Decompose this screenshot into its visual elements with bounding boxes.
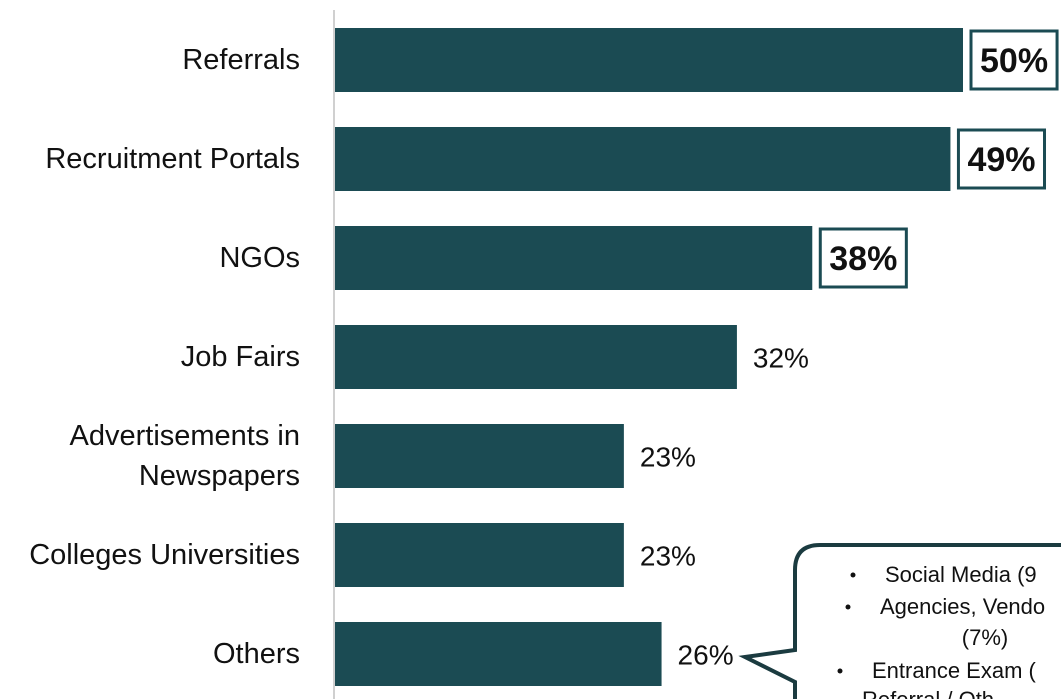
- callout-text: Referral / Oth: [862, 687, 994, 699]
- value-label: 23%: [640, 540, 696, 571]
- bar: [335, 226, 813, 290]
- bar: [335, 28, 963, 92]
- callout-box: [738, 543, 1061, 699]
- value-label: 23%: [640, 441, 696, 472]
- value-label: 26%: [678, 639, 734, 670]
- bar: [335, 622, 662, 686]
- bar: [335, 523, 624, 587]
- value-label-box: [956, 128, 1047, 190]
- callout-text: Social Media (9: [885, 562, 1037, 587]
- value-label: 49%: [967, 141, 1035, 179]
- value-label: 50%: [980, 42, 1048, 80]
- category-label: Referrals: [182, 44, 300, 76]
- value-label: 38%: [829, 240, 897, 278]
- bar: [335, 127, 951, 191]
- callout-text: Agencies, Vendo: [880, 594, 1045, 619]
- category-label: Others: [212, 638, 300, 670]
- category-label: Recruitment Portals: [45, 143, 300, 175]
- category-label: Advertisements in Newspapers: [69, 420, 301, 492]
- bullet: [845, 604, 851, 610]
- value-label: 32%: [753, 342, 809, 373]
- bullet: [850, 572, 856, 578]
- callout: Social Media (9 Agencies, Vendo (7%) Entran…: [738, 543, 1061, 699]
- value-label-box: [969, 29, 1059, 91]
- value-label-box: [818, 227, 908, 289]
- callout-text: (7%): [962, 625, 1008, 650]
- bar: [335, 424, 624, 488]
- bar: [335, 325, 737, 389]
- category-label: NGOs: [219, 242, 300, 274]
- callout-text: Entrance Exam (: [872, 658, 1037, 683]
- category-label: Job Fairs: [180, 341, 300, 373]
- bullet: [837, 668, 843, 674]
- category-label: Colleges Universities: [29, 539, 300, 571]
